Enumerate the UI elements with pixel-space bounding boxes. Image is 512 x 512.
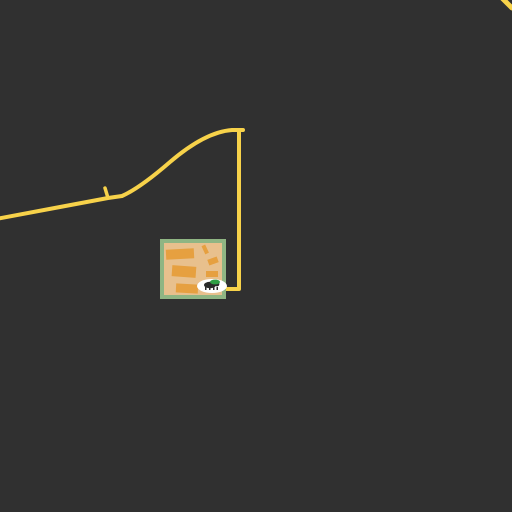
roads: [0, 0, 512, 291]
road-branch-stub[interactable]: [103, 186, 110, 200]
building: [175, 283, 199, 294]
building: [171, 265, 197, 278]
poi-marker[interactable]: [197, 279, 227, 293]
road-corner-top-right[interactable]: [500, 0, 512, 11]
building: [206, 271, 218, 277]
animal-icon: [204, 279, 220, 290]
park-area: [160, 239, 226, 299]
road-vertical-connector[interactable]: [224, 129, 241, 291]
building: [207, 256, 219, 266]
building: [165, 248, 195, 260]
building: [201, 244, 209, 255]
road-main[interactable]: [0, 128, 245, 221]
